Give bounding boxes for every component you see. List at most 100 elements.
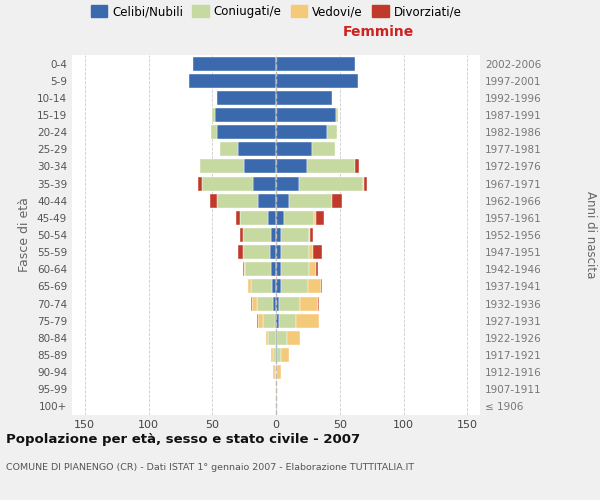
Bar <box>287 331 300 345</box>
Y-axis label: Fasce di età: Fasce di età <box>19 198 31 272</box>
Bar <box>252 296 257 310</box>
Bar <box>277 365 281 379</box>
Bar <box>202 176 253 190</box>
Bar <box>281 245 309 259</box>
Bar <box>284 211 314 225</box>
Bar <box>258 194 276 207</box>
Bar <box>276 125 327 139</box>
Bar <box>210 194 217 207</box>
Bar <box>236 211 240 225</box>
Text: COMUNE DI PIANENGO (CR) - Dati ISTAT 1° gennaio 2007 - Elaborazione TUTTITALIA.I: COMUNE DI PIANENGO (CR) - Dati ISTAT 1° … <box>6 462 414 471</box>
Bar <box>355 160 359 173</box>
Bar <box>276 331 277 345</box>
Bar <box>243 245 269 259</box>
Bar <box>272 280 276 293</box>
Bar <box>276 296 278 310</box>
Bar <box>281 280 308 293</box>
Bar <box>274 296 276 310</box>
Bar <box>332 194 342 207</box>
Bar <box>253 176 276 190</box>
Bar <box>296 314 319 328</box>
Bar <box>276 56 355 70</box>
Bar <box>320 280 322 293</box>
Bar <box>271 348 274 362</box>
Bar <box>309 262 316 276</box>
Bar <box>269 245 276 259</box>
Bar <box>268 331 276 345</box>
Bar <box>258 314 263 328</box>
Bar <box>276 365 277 379</box>
Bar <box>251 296 252 310</box>
Bar <box>276 108 336 122</box>
Bar <box>271 262 276 276</box>
Bar <box>217 194 258 207</box>
Bar <box>309 245 313 259</box>
Bar <box>275 314 276 328</box>
Bar <box>313 245 322 259</box>
Bar <box>276 280 281 293</box>
Bar <box>211 125 217 139</box>
Bar <box>257 314 258 328</box>
Bar <box>243 228 271 242</box>
Bar <box>327 125 337 139</box>
Bar <box>277 331 287 345</box>
Bar <box>276 314 278 328</box>
Bar <box>312 142 335 156</box>
Bar <box>244 160 276 173</box>
Bar <box>278 314 296 328</box>
Bar <box>198 176 202 190</box>
Bar <box>263 314 275 328</box>
Bar <box>257 296 274 310</box>
Bar <box>274 348 276 362</box>
Bar <box>243 262 244 276</box>
Bar <box>271 228 276 242</box>
Bar <box>276 142 312 156</box>
Legend: Celibi/Nubili, Coniugati/e, Vedovi/e, Divorziati/e: Celibi/Nubili, Coniugati/e, Vedovi/e, Di… <box>91 5 461 18</box>
Bar <box>220 142 238 156</box>
Bar <box>276 160 307 173</box>
Bar <box>276 194 289 207</box>
Bar <box>281 262 309 276</box>
Text: Popolazione per età, sesso e stato civile - 2007: Popolazione per età, sesso e stato civil… <box>6 432 360 446</box>
Bar <box>316 262 318 276</box>
Bar <box>276 348 277 362</box>
Bar <box>336 108 338 122</box>
Bar <box>217 91 276 105</box>
Bar <box>276 228 281 242</box>
Bar <box>199 160 244 173</box>
Text: Anni di nascita: Anni di nascita <box>584 192 597 278</box>
Bar <box>300 296 318 310</box>
Bar <box>217 125 276 139</box>
Bar <box>215 108 276 122</box>
Bar <box>275 365 276 379</box>
Bar <box>276 91 332 105</box>
Bar <box>276 245 281 259</box>
Bar <box>276 74 358 88</box>
Bar <box>314 211 316 225</box>
Bar <box>245 262 271 276</box>
Bar <box>362 176 364 190</box>
Bar <box>276 176 299 190</box>
Bar <box>278 296 300 310</box>
Bar <box>212 108 215 122</box>
Bar <box>274 365 275 379</box>
Bar <box>316 211 325 225</box>
Bar <box>251 280 272 293</box>
Bar <box>248 280 251 293</box>
Bar <box>281 348 289 362</box>
Bar <box>310 228 313 242</box>
Bar <box>309 228 310 242</box>
Bar <box>308 280 320 293</box>
Bar <box>238 245 243 259</box>
Bar <box>307 160 355 173</box>
Text: Femmine: Femmine <box>343 25 413 39</box>
Bar <box>289 194 332 207</box>
Bar <box>276 382 277 396</box>
Bar <box>276 262 281 276</box>
Bar <box>281 228 309 242</box>
Bar <box>190 74 276 88</box>
Bar <box>299 176 362 190</box>
Bar <box>193 56 276 70</box>
Bar <box>240 228 243 242</box>
Bar <box>364 176 367 190</box>
